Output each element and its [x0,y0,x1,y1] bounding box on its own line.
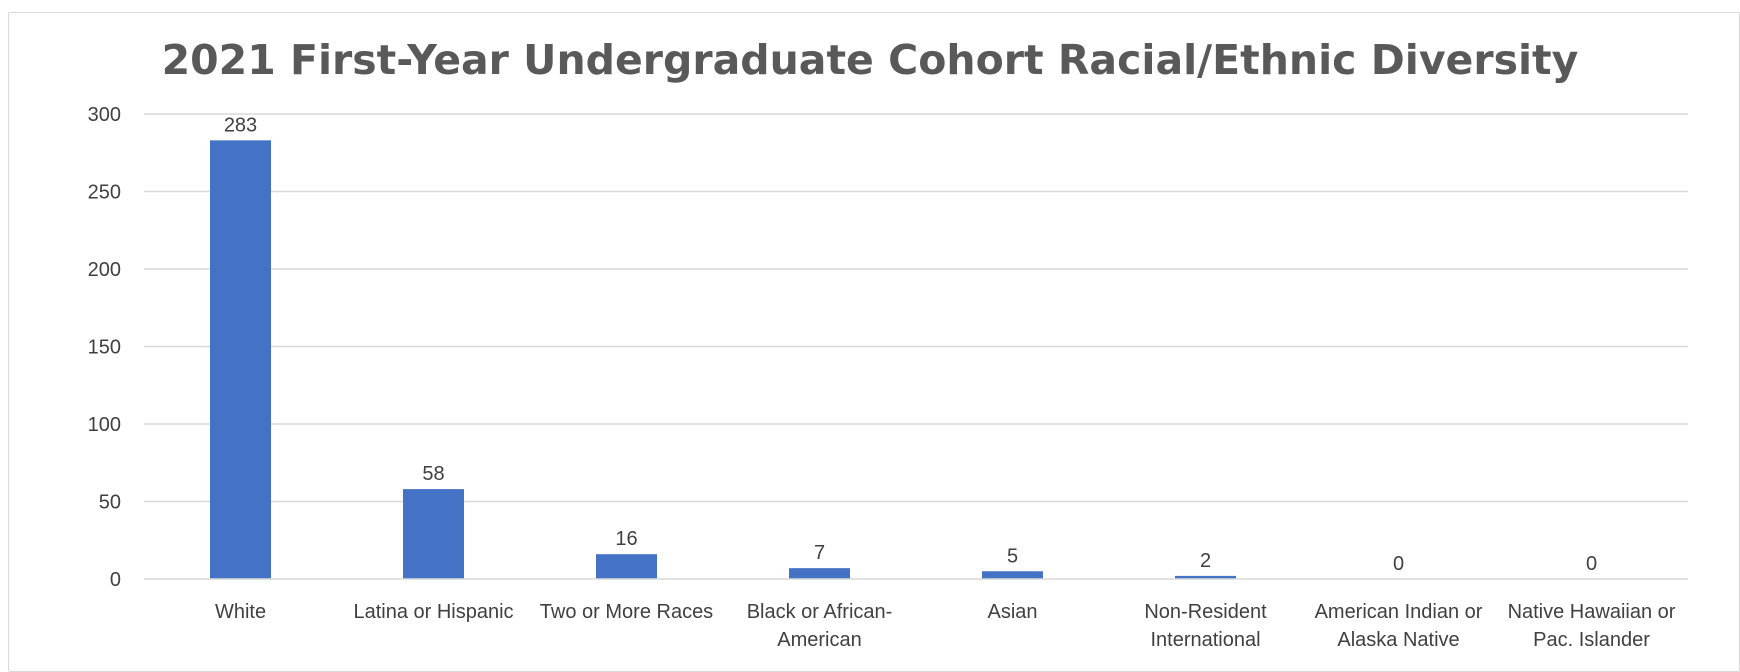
data-label: 7 [814,542,825,564]
bar [596,554,657,579]
data-label: 0 [1586,553,1597,575]
bars [210,140,1236,579]
data-label: 16 [615,528,637,550]
category-label: Non-Resident International [1144,601,1267,651]
category-label: Two or More Races [540,601,713,623]
y-axis-tick-labels: 0 50 100 150 200 250 300 [88,104,121,591]
y-tick-label: 150 [88,337,121,359]
category-label: Native Hawaiian or Pac. Islander [1508,601,1676,651]
data-labels: 283 58 16 7 5 2 0 0 [224,114,1597,575]
bar [789,568,850,579]
data-label: 0 [1393,553,1404,575]
y-tick-label: 300 [88,104,121,126]
y-tick-label: 0 [110,569,121,591]
chart-frame [8,12,1740,672]
gridlines [144,113,1688,503]
data-label: 2 [1200,550,1211,572]
bar [403,489,464,579]
y-tick-label: 200 [88,259,121,281]
data-label: 5 [1007,545,1018,567]
category-label: Black or African-American [747,601,893,651]
chart-title: 2021 First-Year Undergraduate Cohort Rac… [161,36,1579,84]
category-label: American Indian or Alaska Native [1315,601,1483,651]
data-label: 283 [224,114,257,136]
y-tick-label: 250 [88,182,121,204]
bar [210,140,271,579]
bar [982,571,1043,579]
category-labels: White Latina or Hispanic Two or More Races… [215,601,1676,651]
y-tick-label: 100 [88,414,121,436]
data-label: 58 [422,463,444,485]
bar [1175,575,1236,579]
y-tick-label: 50 [99,492,121,514]
category-label: Latina or Hispanic [353,601,513,623]
category-label: White [215,601,266,623]
category-label: Asian [987,601,1037,623]
